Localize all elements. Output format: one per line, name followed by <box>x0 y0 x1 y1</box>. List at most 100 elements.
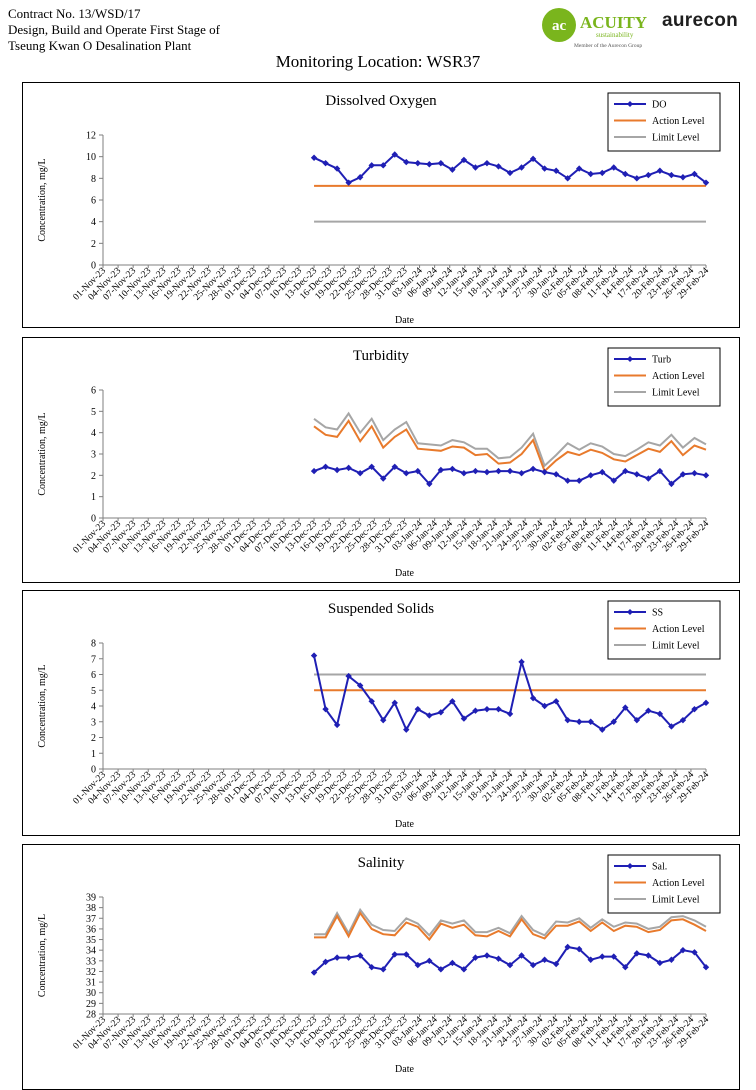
do-point <box>403 158 410 166</box>
ss-point <box>495 705 502 713</box>
sal-point <box>356 952 364 959</box>
y-tick-label: 0 <box>91 261 96 272</box>
contract-number: Contract No. 13/WSD/17 <box>8 6 141 21</box>
turb-point <box>368 463 375 470</box>
ss-point <box>702 699 710 707</box>
turb-point <box>691 470 698 477</box>
legend-label: DO <box>652 100 666 111</box>
do-point <box>691 170 698 178</box>
legend-label: Limit Level <box>652 133 700 144</box>
limit-level-line <box>313 411 707 468</box>
do-point <box>679 174 687 181</box>
do-point <box>599 169 606 177</box>
turb-point <box>460 470 468 477</box>
y-tick-label: 2 <box>91 239 96 250</box>
y-tick-label: 7 <box>91 654 96 665</box>
y-tick-label: 3 <box>91 450 96 461</box>
y-tick-label: 3 <box>91 717 96 728</box>
legend-label: Action Level <box>652 624 705 635</box>
turb-point <box>564 477 571 484</box>
do-point <box>564 175 571 182</box>
y-tick-label: 0 <box>91 514 96 525</box>
sal-point <box>541 956 548 963</box>
y-tick-label: 32 <box>86 967 96 978</box>
y-tick-label: 36 <box>86 924 96 935</box>
do-point <box>426 161 433 168</box>
ss-point <box>552 698 560 705</box>
y-tick-label: 33 <box>86 956 96 967</box>
ss-point <box>599 726 606 733</box>
turb-point <box>472 467 479 475</box>
ss-point <box>541 702 548 710</box>
chart-panel-dissolved-oxygen: Dissolved Oxygen Concentration, mg/L 0 2 4 6 8… <box>22 82 740 328</box>
turb-point <box>587 472 594 479</box>
turb-point <box>622 467 629 475</box>
y-tick-label: 12 <box>86 131 96 142</box>
y-tick-label: 5 <box>91 686 96 697</box>
legend-marker <box>627 863 633 869</box>
project-line-2: Tseung Kwan O Desalination Plant <box>8 38 192 53</box>
y-tick-label: 4 <box>91 217 96 228</box>
acuity-logo-name: ACUITY <box>580 13 647 32</box>
legend-label: Action Level <box>652 371 705 382</box>
sal-point <box>645 952 652 959</box>
y-tick-label: 35 <box>86 935 96 946</box>
sal-point <box>333 954 341 961</box>
do-point <box>633 175 641 182</box>
chart-panel-suspended-solids: Suspended Solids Concentration, mg/L 0 1 2 3 4… <box>22 590 740 836</box>
turb-point <box>495 467 502 475</box>
chart-panel-turbidity: Turbidity Concentration, mg/L 0 1 2 3 4 5 6 01-No… <box>22 337 740 583</box>
sal-point <box>587 956 594 963</box>
turb-point <box>310 467 318 475</box>
ss-point <box>691 705 698 713</box>
project-line-1: Design, Build and Operate First Stage of <box>8 22 220 37</box>
y-tick-label: 4 <box>91 428 96 439</box>
turb-point <box>599 468 606 476</box>
x-axis-label: Date <box>395 568 414 579</box>
turb-point <box>483 468 491 476</box>
do-point <box>322 159 329 167</box>
sal-point <box>322 958 329 966</box>
aurecon-logo: aurecon <box>662 10 739 31</box>
ss-point <box>529 694 537 702</box>
do-point <box>460 156 468 164</box>
svg-text:ac: ac <box>552 18 567 34</box>
y-axis-label: Concentration, mg/L <box>37 158 48 241</box>
sal-point <box>691 949 698 956</box>
turb-point <box>518 470 525 477</box>
chart-title: Suspended Solids <box>328 601 434 617</box>
legend-label: Turb <box>652 355 671 366</box>
ss-point <box>633 716 641 724</box>
y-tick-label: 2 <box>91 733 96 744</box>
do-point <box>345 179 352 186</box>
limit-level-line <box>314 907 707 937</box>
report-header: Contract No. 13/WSD/17 Design, Build and… <box>8 6 220 54</box>
chart-panel-salinity: Salinity Concentration, mg/L 28 29 30 31 32 33 3… <box>22 844 740 1090</box>
legend-marker <box>627 356 633 362</box>
do-point <box>380 162 387 169</box>
do-point <box>449 166 456 173</box>
turb-point <box>679 471 687 478</box>
ss-point <box>656 710 664 718</box>
y-tick-label: 37 <box>86 914 96 925</box>
y-tick-label: 5 <box>91 407 96 418</box>
turb-point <box>656 467 664 475</box>
y-tick-label: 0 <box>91 765 96 776</box>
turb-point <box>449 465 456 473</box>
sal-point <box>345 954 352 961</box>
turb-point <box>610 477 617 484</box>
x-axis-label: Date <box>395 1064 414 1075</box>
sal-point <box>495 955 502 962</box>
do-point <box>414 159 422 167</box>
action-level-line <box>313 419 707 473</box>
y-tick-label: 10 <box>86 152 96 163</box>
y-tick-label: 1 <box>91 492 96 503</box>
chart-suspended-solids: Suspended Solids Concentration, mg/L 0 1 2 3 4… <box>37 600 721 830</box>
do-point <box>656 167 664 174</box>
do-point <box>575 165 583 172</box>
do-point <box>368 162 375 169</box>
y-tick-label: 8 <box>91 639 96 650</box>
ss-point <box>645 707 652 714</box>
ss-line <box>313 655 707 732</box>
